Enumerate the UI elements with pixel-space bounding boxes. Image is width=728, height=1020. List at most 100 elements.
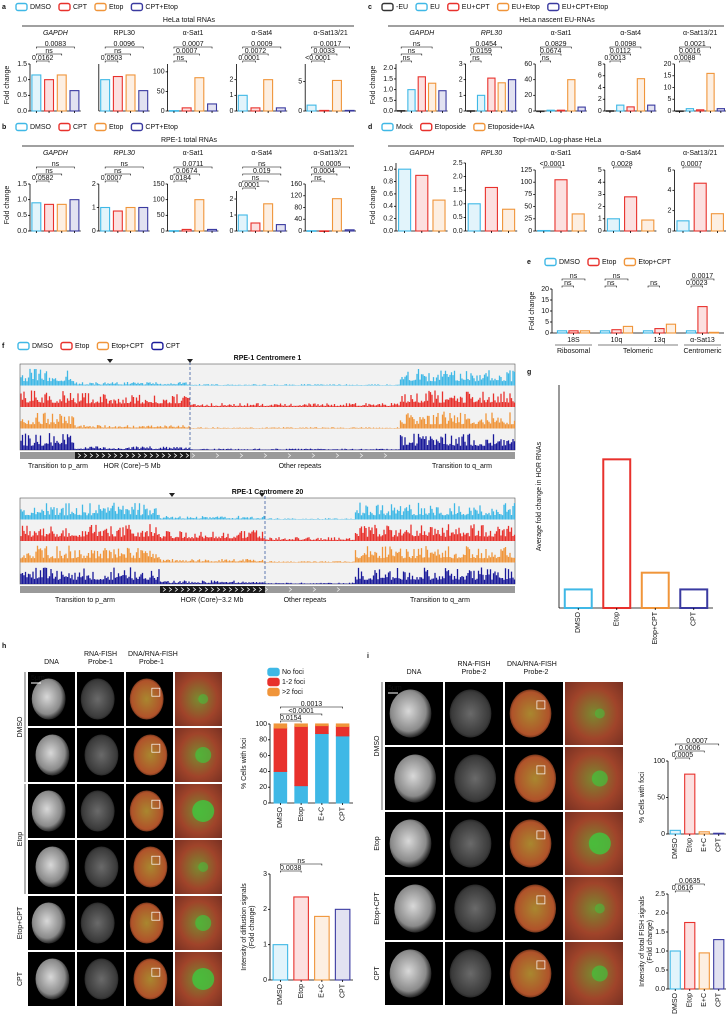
bar xyxy=(713,939,725,990)
legend-swatch xyxy=(587,257,600,267)
significance-label: ns xyxy=(542,55,550,62)
y-tick-label: 160 xyxy=(291,181,303,188)
nucleus xyxy=(31,790,66,832)
signal-track xyxy=(20,433,516,450)
x-tick-label: α-Sat13 xyxy=(690,337,715,344)
bar xyxy=(546,109,555,112)
y-tick-label: 6 xyxy=(667,167,671,174)
bar xyxy=(563,588,593,610)
zoom-box xyxy=(536,700,546,710)
y-tick-label: 0 xyxy=(298,108,302,115)
significance-bracket xyxy=(173,46,213,49)
bar xyxy=(275,224,286,232)
column-label: RNA-FISH xyxy=(84,651,117,658)
y-tick-label: 75 xyxy=(524,191,532,198)
nucleus xyxy=(394,884,437,933)
chevron xyxy=(287,453,292,458)
bar xyxy=(69,90,80,112)
legend-label: Etop xyxy=(109,4,124,11)
image-cell xyxy=(565,682,623,745)
panel-letter: c xyxy=(368,4,372,11)
panel-letter: g xyxy=(527,369,531,376)
significance-label: ns xyxy=(607,280,615,287)
fish-spot xyxy=(195,747,212,763)
significance-label: ns xyxy=(314,175,322,182)
bar xyxy=(636,78,646,112)
bar xyxy=(708,331,720,334)
row-label: DMSO xyxy=(374,735,381,757)
nucleus xyxy=(509,949,552,998)
y-tick-label: 1.0 xyxy=(383,86,393,93)
chevron xyxy=(173,453,178,458)
significance-label: ns xyxy=(570,273,578,280)
row-label: CPT xyxy=(374,966,381,981)
nucleus xyxy=(129,902,164,944)
significance-bracket xyxy=(311,173,338,176)
significance-label: ns xyxy=(52,161,60,168)
scale-bar-label: 5μm xyxy=(31,675,45,682)
significance-label: 0.0072 xyxy=(245,48,267,55)
y-tick-label: 0.0 xyxy=(17,108,27,115)
bar xyxy=(181,107,192,112)
x-tick-label: DMSO xyxy=(672,837,679,859)
chevron xyxy=(216,587,221,592)
bar xyxy=(44,203,55,232)
bar xyxy=(417,76,426,112)
significance-label: 0.0503 xyxy=(101,55,123,62)
legend-label: 1-2 foci xyxy=(282,679,305,686)
nucleus xyxy=(389,689,432,738)
y-tick-label: 60 xyxy=(524,61,532,68)
x-tick-label: Etop xyxy=(298,807,305,822)
bar xyxy=(273,723,288,729)
panel-letter: f xyxy=(2,343,5,350)
legend-label: DMSO xyxy=(30,124,52,131)
y-tick-label: 20 xyxy=(664,61,672,68)
group-label: Ribosomal xyxy=(557,348,591,355)
zoom-box xyxy=(151,743,161,753)
legend-label: Etop xyxy=(75,343,90,350)
significance-bracket xyxy=(36,46,75,49)
legend-swatch xyxy=(547,2,560,12)
panel-title: TopI-mAID, Log-phase HeLa xyxy=(513,137,602,144)
y-tick-label: 0 xyxy=(598,108,602,115)
x-tick-label: CPT xyxy=(339,983,346,998)
significance-bracket xyxy=(311,53,338,56)
bar xyxy=(335,723,350,727)
bar xyxy=(716,108,726,112)
bar xyxy=(125,206,136,232)
bar xyxy=(398,168,412,232)
region-label: HOR (Core)~3.2 Mb xyxy=(181,597,244,604)
chevron xyxy=(246,587,251,592)
significance-label: 0.0674 xyxy=(176,168,198,175)
bar xyxy=(669,950,681,990)
significance-bracket xyxy=(674,750,705,753)
significance-bracket xyxy=(609,53,631,56)
chevron xyxy=(155,453,160,458)
row-label: Etop xyxy=(374,836,381,851)
bar xyxy=(665,323,677,334)
significance-bracket xyxy=(613,166,631,169)
significance-bracket xyxy=(604,285,617,288)
bar xyxy=(467,203,481,232)
y-tick-label: 1.5 xyxy=(17,61,27,68)
bar xyxy=(698,952,710,990)
y-tick-label: 4 xyxy=(598,179,602,186)
significance-bracket xyxy=(674,743,720,746)
chevron xyxy=(359,453,364,458)
significance-label: 0.0005 xyxy=(672,752,694,759)
x-tick-label: Etop xyxy=(298,984,305,999)
y-tick-label: 0.0 xyxy=(383,108,393,115)
y-tick-label: 80 xyxy=(259,737,267,744)
legend-swatch xyxy=(381,2,394,12)
significance-label: 0.0184 xyxy=(170,175,192,182)
y-tick-label: 2 xyxy=(229,196,233,203)
x-tick-label: Etop xyxy=(687,838,694,853)
y-tick-label: 0 xyxy=(298,228,302,235)
legend-label: DMSO xyxy=(32,343,54,350)
significance-label: 0.0009 xyxy=(251,41,273,48)
y-tick-label: 0.8 xyxy=(383,178,393,185)
fish-spot xyxy=(192,800,215,822)
bar xyxy=(599,330,611,334)
column-label: Probe-2 xyxy=(462,669,487,676)
